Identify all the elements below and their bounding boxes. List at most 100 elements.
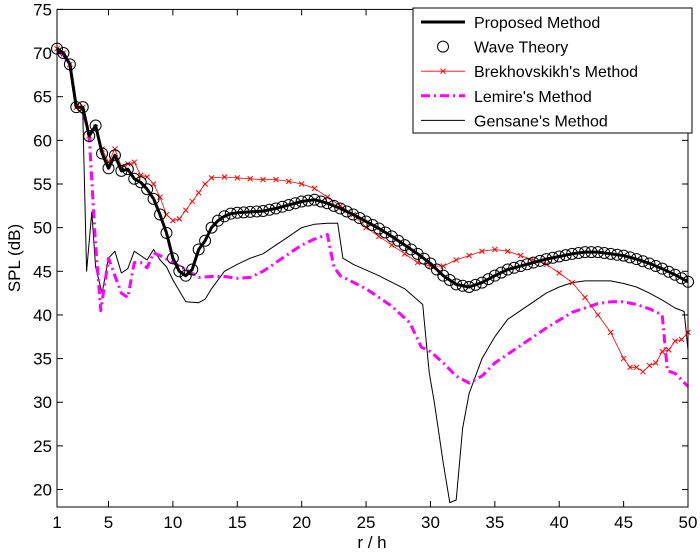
wave-theory-marker [289, 197, 302, 210]
wave-theory-marker [463, 281, 476, 294]
brekhovskikh-marker-stroke [247, 175, 254, 182]
wave-theory-marker [437, 269, 450, 282]
wave-theory-marker [501, 263, 514, 276]
wave-theory-marker [649, 260, 662, 273]
wave-theory-marker [115, 164, 128, 177]
brekhovskikh-marker [627, 364, 633, 371]
y-tick-label: 60 [33, 131, 52, 150]
wave-theory-marker [630, 253, 643, 266]
brekhovskikh-marker [491, 246, 498, 253]
brekhovskikh-marker [131, 159, 138, 166]
wave-theory-marker [321, 197, 334, 210]
brekhovskikh-marker [195, 189, 202, 196]
x-tick-label: 35 [485, 513, 504, 532]
brekhovskikh-marker [273, 176, 279, 183]
legend-label: Proposed Method [474, 15, 600, 32]
legend-marker [440, 68, 446, 75]
brekhovskikh-marker-stroke [363, 224, 369, 231]
wave-theory-marker [308, 193, 321, 206]
brekhovskikh-marker-stroke [182, 207, 189, 214]
brekhovskikh-marker [633, 364, 640, 371]
brekhovskikh-marker [260, 176, 266, 183]
brekhovskikh-marker [678, 336, 685, 343]
brekhovskikh-marker [504, 248, 511, 255]
brekhovskikh-marker-stroke [311, 185, 318, 192]
wave-theory-marker [89, 119, 102, 132]
legend-item-proposed-method: Proposed Method [421, 15, 600, 32]
wave-theory-marker [154, 208, 167, 221]
wave-theory-marker [186, 263, 199, 276]
x-tick-label: 10 [163, 513, 182, 532]
wave-theory-marker [495, 266, 508, 279]
wave-theory-marker [559, 249, 572, 262]
brekhovskikh-marker-stroke [627, 364, 633, 371]
y-tick-label: 45 [33, 262, 52, 281]
legend-item-wave-theory: Wave Theory [437, 40, 568, 57]
brekhovskikh-marker [285, 178, 292, 185]
brekhovskikh-marker-stroke [208, 175, 215, 181]
proposed-method-line [56, 47, 689, 289]
wave-theory-marker [540, 253, 553, 266]
brekhovskikh-marker [234, 175, 241, 181]
wave-theory-marker [450, 278, 463, 291]
wave-theory-marker [199, 234, 212, 247]
wave-theory-marker [617, 249, 630, 262]
wave-theory-marker [514, 260, 527, 273]
legend-item-lemire-s-method: Lemire's Method [421, 89, 592, 106]
wave-theory-marker [566, 247, 579, 260]
legend-swatch [437, 40, 449, 53]
brekhovskikh-marker-stroke [176, 216, 183, 222]
brekhovskikh-marker-stroke [504, 248, 511, 255]
wave-theory-marker [379, 226, 392, 239]
y-tick-label: 35 [33, 350, 52, 369]
wave-theory-marker [662, 265, 675, 278]
wave-theory-marker [392, 234, 405, 247]
brekhovskikh-marker [672, 338, 678, 344]
brekhovskikh-marker-stroke [112, 146, 118, 152]
brekhovskikh-marker-stroke [607, 329, 614, 336]
x-tick-label: 20 [292, 513, 311, 532]
brekhovskikh-marker-stroke [285, 178, 292, 185]
legend-item-gensane-s-method: Gensane's Method [421, 113, 608, 130]
wave-theory-marker [166, 252, 179, 265]
wave-theory-marker [224, 207, 237, 220]
brekhovskikh-marker [176, 216, 183, 222]
wave-theory-marker [205, 221, 218, 234]
wave-theory-marker [231, 206, 244, 219]
brekhovskikh-marker-stroke [569, 279, 575, 286]
wave-theory-marker [218, 210, 231, 223]
legend-label: Wave Theory [474, 40, 568, 57]
wave-theory-marker [675, 272, 688, 285]
wave-theory-marker [237, 206, 250, 219]
wave-theory-marker [405, 243, 418, 256]
brekhovskikh-marker [298, 181, 305, 187]
wave-theory-marker [160, 226, 173, 239]
brekhovskikh-marker [170, 217, 176, 224]
y-tick-label: 20 [33, 481, 52, 500]
y-tick-label: 55 [33, 175, 52, 194]
wave-theory-marker [430, 263, 443, 276]
wave-theory-marker [624, 251, 637, 264]
brekhovskikh-marker [363, 224, 369, 231]
wave-theory-marker [527, 256, 540, 269]
x-tick-label: 5 [104, 513, 113, 532]
brekhovskikh-marker [453, 257, 460, 263]
brekhovskikh-marker [479, 248, 485, 255]
brekhovskikh-marker-stroke [665, 347, 672, 353]
wave-theory-marker [121, 163, 134, 176]
wave-theory-marker [546, 251, 559, 264]
wave-theory-marker [134, 176, 147, 189]
wave-theory-marker [96, 147, 109, 160]
wave-theory-marker [141, 183, 154, 196]
wave-theory-marker [591, 246, 604, 259]
wave-theory-marker [456, 279, 469, 292]
brekhovskikh-marker [652, 360, 659, 366]
brekhovskikh-marker [112, 146, 118, 152]
y-tick-label: 25 [33, 437, 52, 456]
wave-theory-marker [398, 239, 411, 252]
wave-theory-marker [295, 195, 308, 208]
brekhovskikh-marker-stroke [221, 174, 228, 180]
brekhovskikh-marker [595, 312, 601, 318]
x-tick-label: 40 [550, 513, 569, 532]
